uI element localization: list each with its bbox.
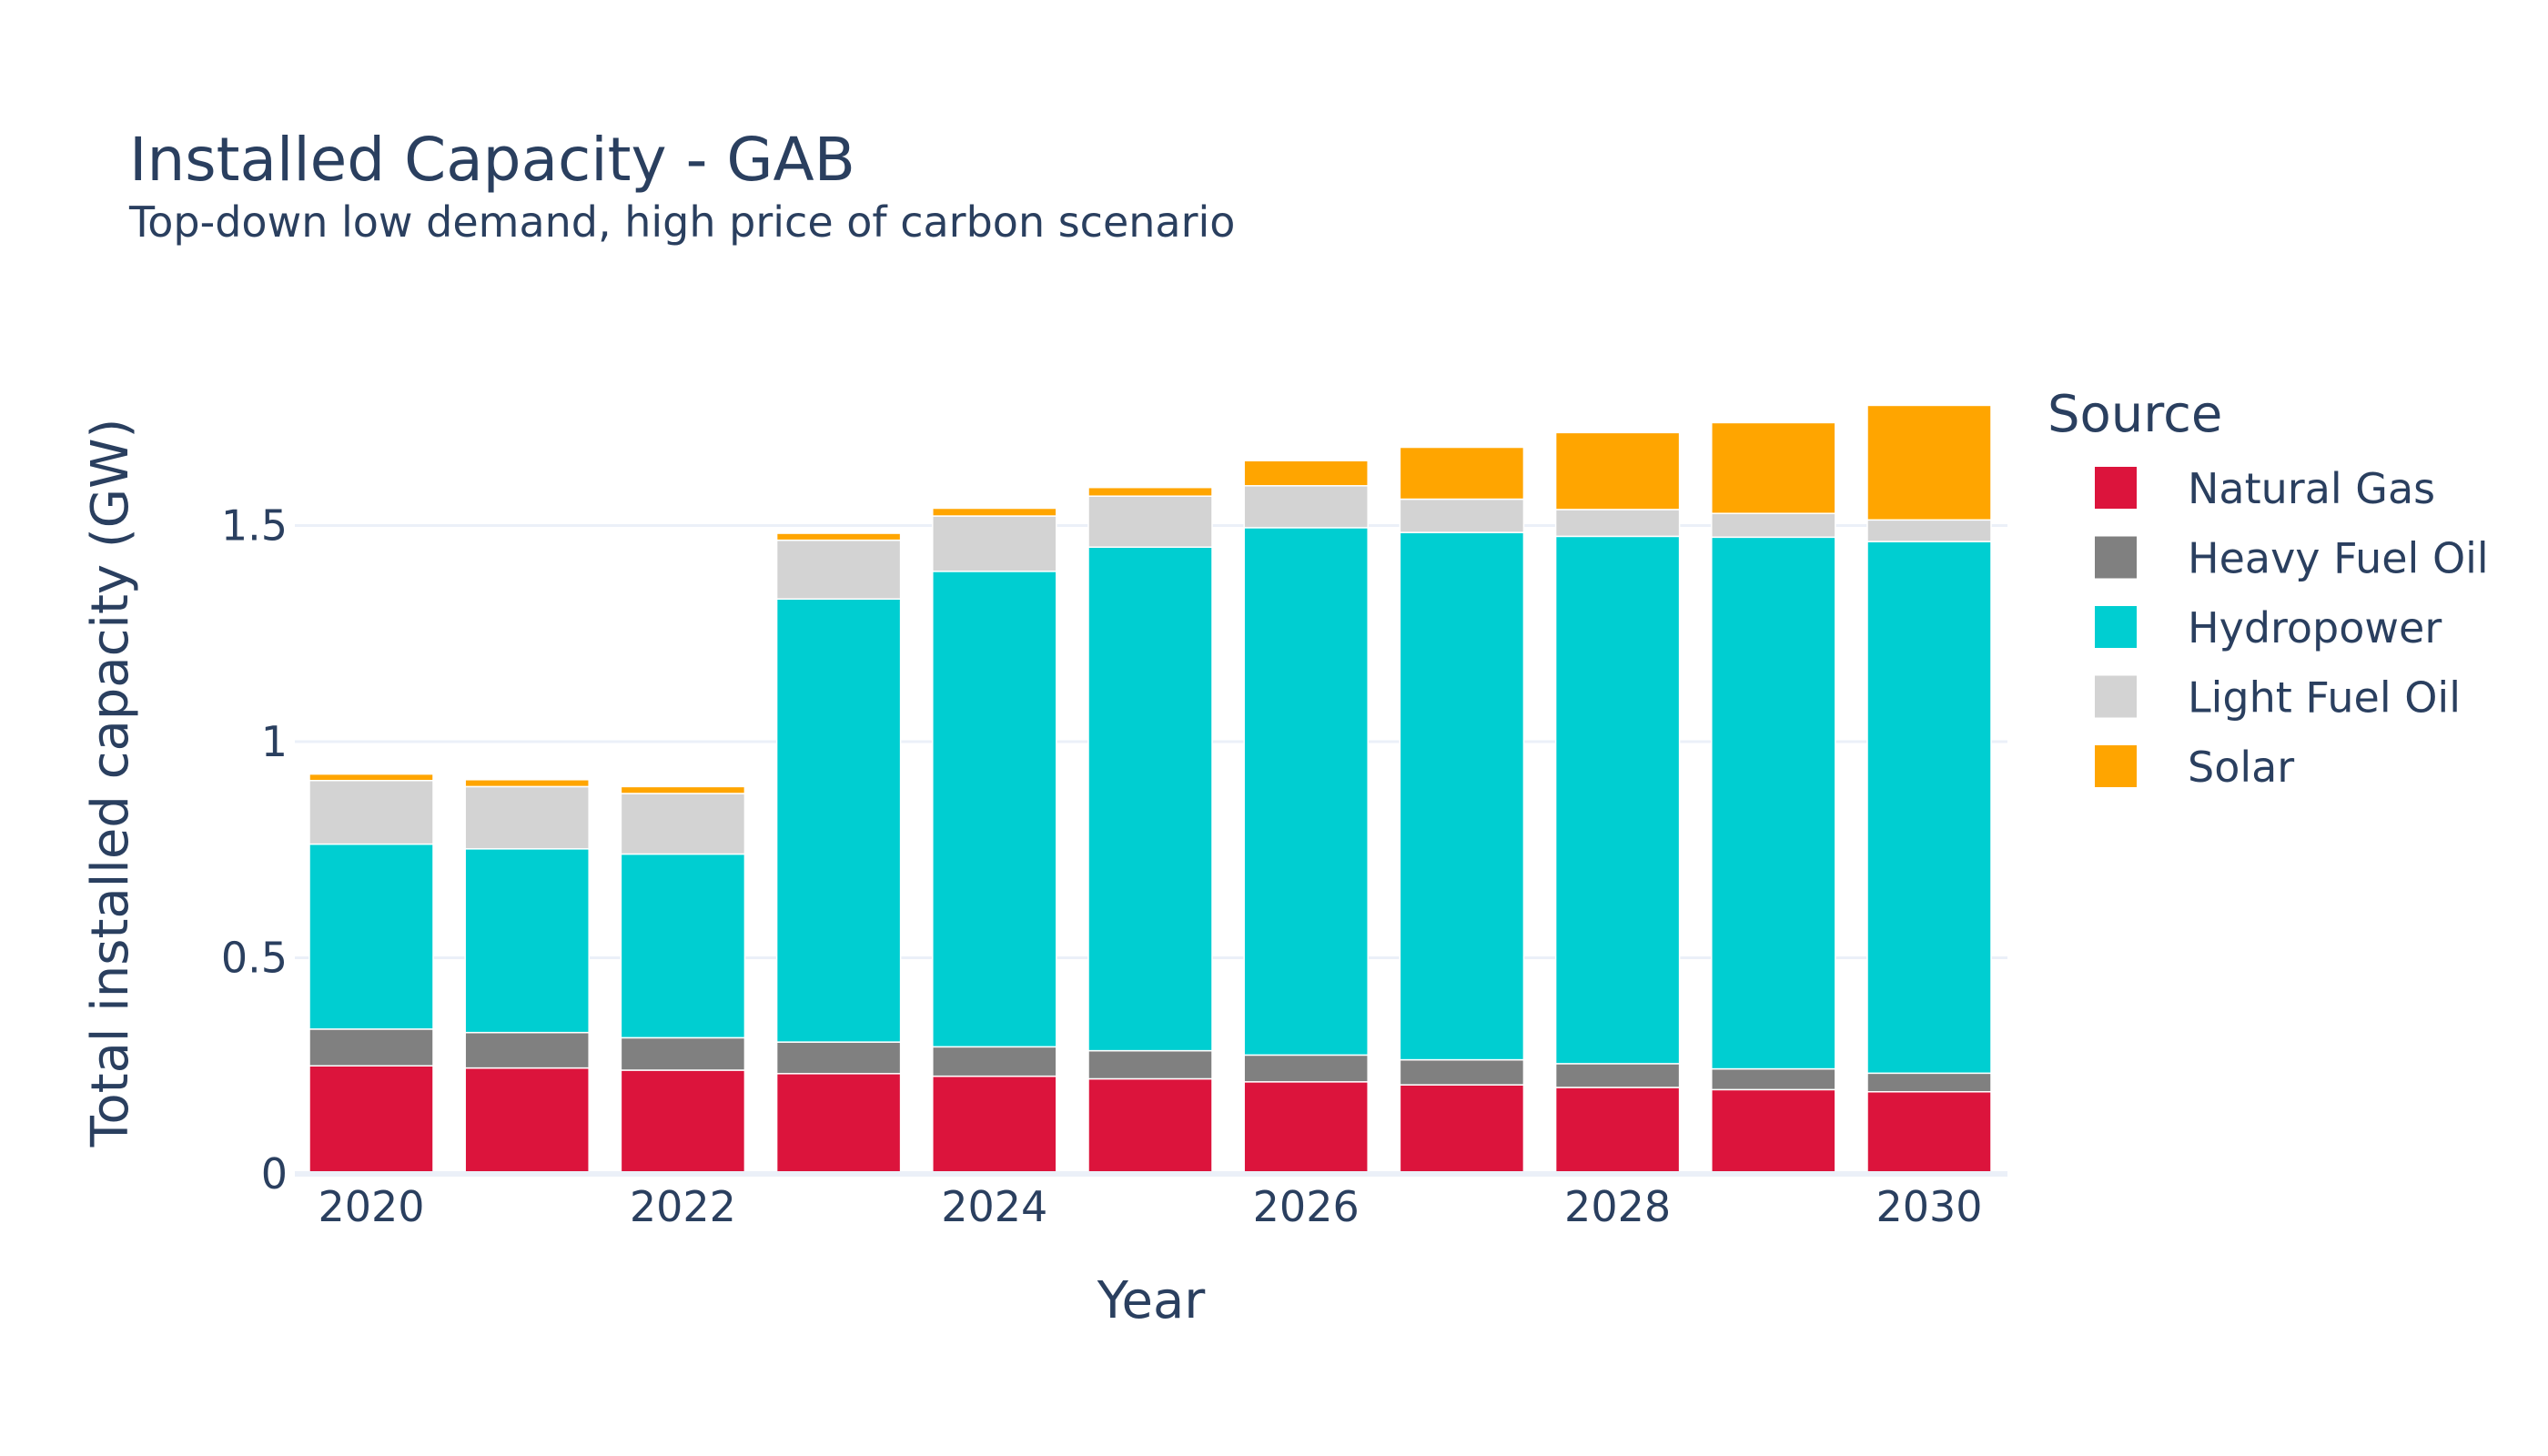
bar-segment — [1087, 1049, 1213, 1080]
bar-segment — [1554, 431, 1681, 511]
legend-item-label: Light Fuel Oil — [2188, 673, 2461, 723]
legend-item-label: Heavy Fuel Oil — [2188, 534, 2489, 583]
bar-segment — [308, 773, 434, 782]
bar-segment — [1243, 527, 1369, 1057]
bar-segment — [620, 785, 746, 794]
bar-segment — [1087, 486, 1213, 497]
bar-segment — [1399, 498, 1525, 533]
bar-segment — [1866, 404, 1992, 521]
bar-segment — [1554, 1087, 1681, 1175]
y-axis-label: Total installed capacity (GW) — [81, 419, 140, 1148]
legend-swatch — [2095, 745, 2137, 787]
legend-swatch — [2095, 536, 2137, 579]
bar-segment — [1399, 446, 1525, 500]
legend-item-label: Natural Gas — [2188, 464, 2435, 513]
bar-segment — [775, 532, 902, 541]
bar-segment — [464, 848, 590, 1034]
x-tick-label: 2026 — [1253, 1182, 1360, 1231]
x-axis-label: Year — [1097, 1271, 1207, 1330]
legend-item-label: Solar — [2188, 743, 2294, 792]
x-tick-label: 2024 — [941, 1182, 1047, 1231]
x-tick-label: 2020 — [318, 1182, 424, 1231]
legend: Source Natural Gas Heavy Fuel Oil Hydropow… — [2048, 385, 2489, 792]
bar-segment — [932, 571, 1057, 1048]
bar-segment — [308, 1028, 434, 1067]
y-axis-ticks: 0 0.5 1 1.5 — [221, 501, 288, 1199]
bar-segment — [775, 1073, 902, 1175]
bar-segment — [1711, 421, 1836, 514]
bar-segment — [932, 1046, 1057, 1077]
bar-segment — [308, 780, 434, 845]
bar-segment — [464, 785, 590, 850]
bar-segment — [1711, 536, 1836, 1070]
bar-segment — [464, 1067, 590, 1175]
legend-item-label: Hydropower — [2188, 603, 2442, 652]
bar-segment — [1711, 512, 1836, 539]
x-tick-label: 2028 — [1564, 1182, 1671, 1231]
chart-subtitle: Top-down low demand, high price of carbo… — [128, 197, 1235, 247]
bar-segment — [775, 539, 902, 601]
bar-segment — [308, 843, 434, 1030]
bar-segment — [1399, 1058, 1525, 1086]
x-axis-ticks: 2020 2022 2024 2026 2028 2030 — [318, 1182, 1982, 1231]
x-tick-label: 2030 — [1876, 1182, 1982, 1231]
bar-segment — [1399, 1084, 1525, 1175]
x-tick-label: 2022 — [630, 1182, 736, 1231]
bar-segment — [775, 1041, 902, 1075]
bar-segment — [1554, 535, 1681, 1065]
legend-swatch — [2095, 675, 2137, 718]
y-tick-label: 1 — [261, 717, 288, 766]
bar-segment — [932, 515, 1057, 572]
bar-segment — [1866, 541, 1992, 1075]
legend-swatch — [2095, 606, 2137, 648]
bar-segment — [1866, 519, 1992, 542]
y-tick-label: 0.5 — [221, 934, 288, 983]
bar-segment — [1399, 531, 1525, 1061]
bar-segment — [1243, 1054, 1369, 1083]
bar-segment — [1087, 495, 1213, 549]
bar-segment — [620, 793, 746, 855]
bar-segment — [1711, 1067, 1836, 1091]
bar-segment — [932, 1075, 1057, 1175]
bar-segment — [1554, 509, 1681, 538]
bar-segment — [620, 1069, 746, 1175]
y-tick-label: 1.5 — [221, 501, 288, 551]
bar-segment — [1243, 485, 1369, 529]
bar-segment — [464, 1031, 590, 1069]
bar-segment — [1711, 1088, 1836, 1175]
bar-segment — [775, 598, 902, 1043]
bar-segment — [1866, 1091, 1992, 1175]
bar-segment — [1866, 1072, 1992, 1093]
bar-segment — [464, 779, 590, 788]
y-tick-label: 0 — [261, 1149, 288, 1198]
bar-segment — [1243, 1081, 1369, 1175]
bar-segment — [308, 1065, 434, 1175]
bar-segment — [1087, 1077, 1213, 1175]
legend-swatch — [2095, 467, 2137, 509]
bar-segment — [932, 507, 1057, 517]
bar-segment — [620, 1036, 746, 1071]
bar-segment — [1554, 1063, 1681, 1088]
bars — [308, 404, 1992, 1175]
bar-segment — [620, 853, 746, 1039]
chart-title: Installed Capacity - GAB — [129, 125, 855, 195]
bar-segment — [1243, 460, 1369, 487]
bar-segment — [1087, 546, 1213, 1052]
legend-title: Source — [2048, 385, 2222, 444]
